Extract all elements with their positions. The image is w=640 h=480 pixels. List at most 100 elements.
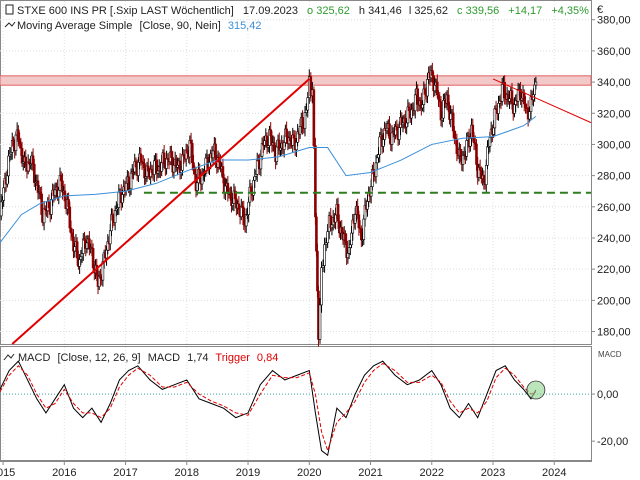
candle-body [191,143,194,164]
macd-lines [0,360,546,457]
macd-value: 1,74 [187,352,208,364]
candle-body [465,140,468,157]
candle-body [303,112,307,129]
candle-body [478,167,482,171]
candle-body [475,143,478,165]
candle-body [59,175,63,182]
candle-body [309,76,313,97]
candle-body [47,201,51,209]
candle-body [273,142,276,152]
candle-body [469,138,472,147]
candle-body [275,146,279,162]
candle-body [493,108,497,129]
candle-body [534,81,538,86]
candle-body [346,252,350,258]
header-date: 17.09.2023 [243,5,298,17]
candle-body [127,176,130,190]
trigger-value: 0,84 [257,352,278,364]
candle-body [88,238,91,249]
candle-body [486,146,489,166]
price-tick-label: 360,00 [597,46,631,58]
candle-body [85,242,89,249]
candle-body [134,161,138,168]
candle-body [255,159,259,175]
candle-body [143,163,146,179]
candle-body [306,97,310,111]
macd-axis-title: MACD [598,350,622,359]
candle-body [375,157,379,164]
trigger-label: Trigger [215,352,250,364]
candle-body [6,175,9,185]
candle-body [259,155,263,170]
candle-body [146,165,150,172]
high-value: h 341,46 [359,5,402,17]
ma-legend-icon [4,21,16,28]
candle-body [410,108,413,119]
candle-body [67,199,70,208]
year-tick-label: 2023 [481,467,505,479]
year-tick-label: 2015 [0,467,15,479]
candle-body [20,147,24,164]
candle-body [437,94,440,100]
candle-body [435,81,439,96]
price-tick-label: 260,00 [597,202,631,214]
year-tick-label: 2016 [52,467,76,479]
ma-params: [Close, 90, Nein] [139,20,220,32]
candle-body [117,191,121,208]
candle-body [214,143,217,162]
candle-body [247,201,250,215]
candle-body [32,163,36,183]
candle-body [459,149,462,157]
candle-body [312,89,316,146]
candle-body [439,101,443,121]
candle-body [395,126,399,131]
candle-body [24,156,28,167]
candle-body [398,127,401,140]
candle-body [179,169,183,173]
candle-body [237,203,241,210]
candle-body [323,244,326,266]
open-value: o 325,62 [307,5,350,17]
candle-body [492,127,495,135]
candle-body [295,141,298,150]
price-tick-label: 320,00 [597,108,631,120]
candle-body [137,161,140,176]
candle-body [36,180,40,193]
candle-body [484,164,488,185]
candle-body [433,84,437,92]
macd-axis: 0,00 -20,00 [591,389,628,448]
change-percent: +4,35% [551,5,589,17]
candle-body [321,265,325,268]
candle-body [224,185,227,193]
resistance-band [0,75,592,86]
candle-body [78,259,81,267]
macd-label: MACD [18,352,50,364]
candle-body [513,104,516,114]
candle-body [244,214,248,227]
candle-body [326,231,329,244]
candle-body [347,247,351,254]
candle-body [304,109,308,113]
candle-body [336,203,340,222]
macd-panel-frame [0,346,592,461]
candle-body [124,182,128,192]
candle-body [160,162,163,172]
falling-trendline [492,78,592,124]
candle-body [421,104,424,109]
candle-body [353,214,357,224]
candle-body [68,206,72,229]
candle-body [193,169,197,175]
candle-body [330,224,334,229]
candle-body [111,214,114,221]
price-tick-label: 340,00 [597,77,631,89]
candle-body [221,166,225,178]
candle-body [231,203,235,206]
candle-body [162,152,166,165]
candle-body [81,238,85,254]
candle-body [423,88,427,95]
candle-body [533,84,536,95]
price-tick-label: 300,00 [597,139,631,151]
candle-body [79,256,83,260]
candle-body [522,92,526,105]
